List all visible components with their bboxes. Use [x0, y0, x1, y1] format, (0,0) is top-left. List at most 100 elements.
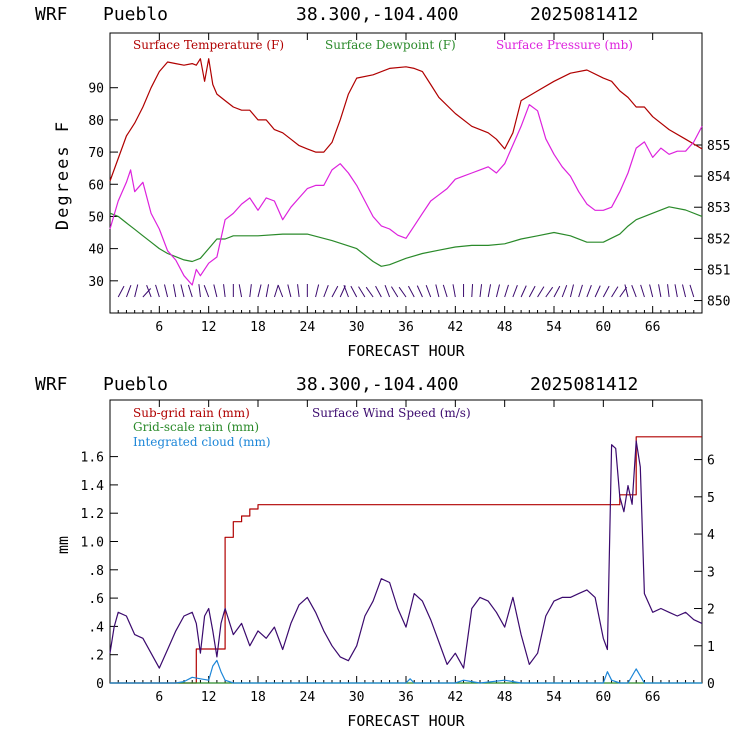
wind-barb [117, 285, 125, 298]
wind-barb [146, 285, 152, 298]
wind-barb [471, 284, 474, 298]
wind-barb [681, 284, 687, 298]
panel1-wind-barbs [117, 284, 695, 298]
legend-gridscale-rain: Grid-scale rain (mm) [133, 420, 259, 434]
y2-tick-label: 850 [707, 295, 730, 310]
x-tick-label: 60 [596, 320, 612, 335]
wind-barb [528, 285, 536, 298]
panel2-y-ticks: 0 .2 .4 .6 .8 1.0 1.2 1.4 1.6 [81, 451, 118, 692]
wind-barb [631, 285, 637, 298]
x-tick-label: 60 [596, 690, 612, 705]
panel2-ylabel: mm [54, 536, 72, 554]
y-tick-label: .8 [88, 564, 104, 579]
wind-barb [520, 285, 527, 298]
wind-barb [142, 288, 152, 298]
x-tick-label: 48 [497, 320, 513, 335]
wind-barb [277, 285, 284, 298]
wind-barb [658, 284, 662, 298]
y-tick-label: 1.2 [81, 507, 104, 522]
wind-barb [287, 284, 292, 298]
panel1-y2-ticks: 850 851 852 853 854 855 [694, 139, 731, 310]
x-tick-label: 42 [448, 690, 464, 705]
y-tick-label: 60 [88, 178, 104, 193]
x-tick-label: 6 [155, 320, 163, 335]
wind-barb [435, 284, 440, 298]
wind-barb [358, 286, 366, 298]
y2-tick-label: 853 [707, 201, 730, 216]
wind-barb [343, 285, 349, 298]
series-line-integrated-cloud [110, 659, 702, 684]
wind-barb [640, 284, 645, 298]
panel2-header-model: WRF [35, 374, 68, 395]
wind-barb [416, 285, 423, 298]
wind-barb [172, 284, 177, 298]
wind-barb [689, 284, 695, 298]
panel1-header-station: Pueblo [103, 4, 168, 25]
y2-tick-label: 0 [707, 677, 715, 692]
panel1-ylabel: Degrees F [53, 120, 73, 230]
panel2-x-ticks: 6 12 18 24 30 36 42 48 54 60 66 [117, 400, 695, 705]
y-tick-label: 70 [88, 146, 104, 161]
x-tick-label: 48 [497, 690, 513, 705]
wind-barb [180, 284, 185, 298]
wind-barb [203, 285, 210, 298]
series-line-surface-pressure [109, 103, 703, 286]
panel1-y-ticks: 30 40 50 60 70 80 90 [88, 82, 118, 290]
x-tick-label: 18 [250, 320, 266, 335]
panel2-header-coords: 38.300,-104.400 [296, 374, 459, 395]
y2-tick-label: 854 [707, 170, 731, 185]
x-tick-label: 36 [398, 320, 414, 335]
x-tick-label: 24 [300, 690, 316, 705]
wind-barb [257, 284, 262, 298]
wind-barb [537, 286, 545, 298]
legend-surface-pressure: Surface Pressure (mb) [496, 38, 633, 52]
panel1-series [109, 58, 703, 286]
x-tick-label: 36 [398, 690, 414, 705]
y-tick-label: .2 [88, 649, 104, 664]
wind-barb [586, 285, 592, 298]
legend-surface-dewpoint: Surface Dewpoint (F) [325, 38, 456, 52]
wind-barb [594, 285, 601, 298]
panel1-header-run: 2025081412 [530, 4, 638, 25]
x-tick-label: 42 [448, 320, 464, 335]
panel1-header-model: WRF [35, 4, 68, 25]
wind-barb [238, 284, 243, 298]
panel2-header-run: 2025081412 [530, 374, 638, 395]
wind-barb [495, 284, 501, 298]
wind-barb [331, 285, 339, 298]
wind-barb [155, 284, 160, 298]
x-tick-label: 66 [645, 320, 661, 335]
panel1-x-ticks: 6 12 18 24 30 36 42 48 54 60 66 [117, 33, 695, 335]
y2-tick-label: 852 [707, 232, 730, 247]
wind-barb [198, 284, 201, 298]
series-line-sub-grid-rain [110, 436, 702, 684]
wind-barb [249, 284, 252, 298]
panel1-header-coords: 38.300,-104.400 [296, 4, 459, 25]
y-tick-label: 50 [88, 210, 104, 225]
y-tick-label: 1.0 [81, 536, 104, 551]
wind-barb [561, 285, 568, 298]
wind-barb [390, 286, 399, 298]
x-tick-label: 6 [155, 690, 163, 705]
panel2-series [109, 436, 703, 684]
wind-barb [273, 284, 279, 298]
panel2-xlabel: FORECAST HOUR [347, 712, 465, 730]
legend-surface-wind-speed: Surface Wind Speed (m/s) [312, 406, 471, 420]
wind-barb [375, 285, 382, 298]
series-line-surface-dewpoint [109, 206, 703, 267]
y2-tick-label: 3 [707, 565, 715, 580]
y-tick-label: 1.4 [81, 479, 105, 494]
wind-barb [213, 284, 218, 298]
panel2-y2-ticks: 0 1 2 3 4 5 6 [694, 454, 715, 692]
y-tick-label: 0 [96, 677, 104, 692]
wind-barb [187, 284, 193, 298]
wind-barb [297, 284, 300, 298]
wind-barb [163, 284, 169, 298]
x-tick-label: 54 [546, 320, 562, 335]
wind-barb [223, 284, 226, 298]
x-tick-label: 24 [300, 320, 316, 335]
wind-barb [398, 286, 407, 298]
wind-barb [442, 284, 448, 298]
wind-barb [578, 284, 583, 298]
